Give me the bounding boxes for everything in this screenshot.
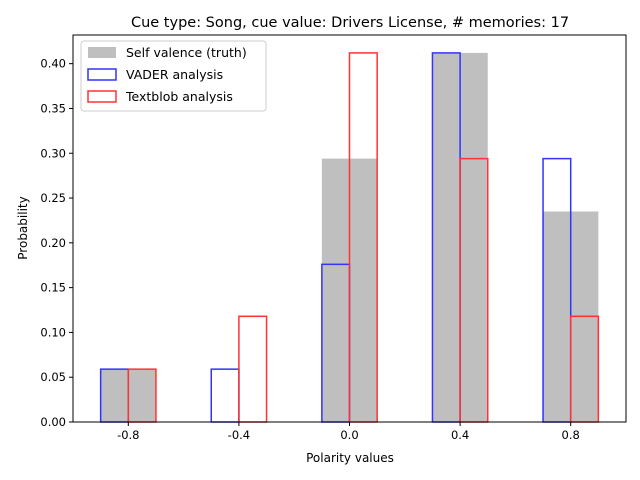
chart-title: Cue type: Song, cue value: Drivers Licen… — [131, 15, 569, 31]
textblob-legend-label: Textblob analysis — [125, 89, 233, 104]
y-tick-label: 0.20 — [40, 236, 66, 250]
x-axis-label: Polarity values — [306, 451, 394, 465]
x-axis-ticks: -0.8 -0.4 0.0 0.4 0.8 — [117, 422, 580, 442]
x-tick-label: -0.8 — [117, 428, 139, 442]
y-tick-label: 0.35 — [40, 101, 66, 115]
textblob-bar — [238, 315, 268, 423]
y-tick-label: 0.25 — [40, 191, 66, 205]
y-tick-label: 0.10 — [40, 325, 66, 339]
y-axis-ticks: 0.00 0.05 0.10 0.15 0.20 0.25 0.30 0.35 0.40 — [40, 57, 73, 429]
self-legend-swatch — [88, 47, 116, 58]
self-legend-label: Self valence (truth) — [126, 45, 247, 60]
y-tick-label: 0.05 — [40, 370, 66, 384]
legend: Self valence (truth) VADER analysis Textbl… — [80, 40, 267, 112]
x-tick-label: -0.4 — [228, 428, 250, 442]
y-tick-label: 0.40 — [40, 57, 66, 71]
y-tick-label: 0.30 — [40, 146, 66, 160]
vader-bar — [210, 368, 240, 423]
analysis-bars — [99, 52, 600, 423]
x-tick-label: 0.4 — [451, 428, 469, 442]
vader-legend-swatch — [87, 68, 117, 81]
legend-box — [80, 40, 267, 112]
x-tick-label: 0.8 — [562, 428, 580, 442]
y-axis-label: Probability — [16, 196, 30, 259]
x-tick-label: 0.0 — [340, 428, 358, 442]
vader-legend-label: VADER analysis — [126, 67, 223, 82]
y-tick-label: 0.15 — [40, 281, 66, 295]
textblob-legend-swatch — [87, 90, 117, 103]
y-tick-label: 0.00 — [40, 415, 66, 429]
